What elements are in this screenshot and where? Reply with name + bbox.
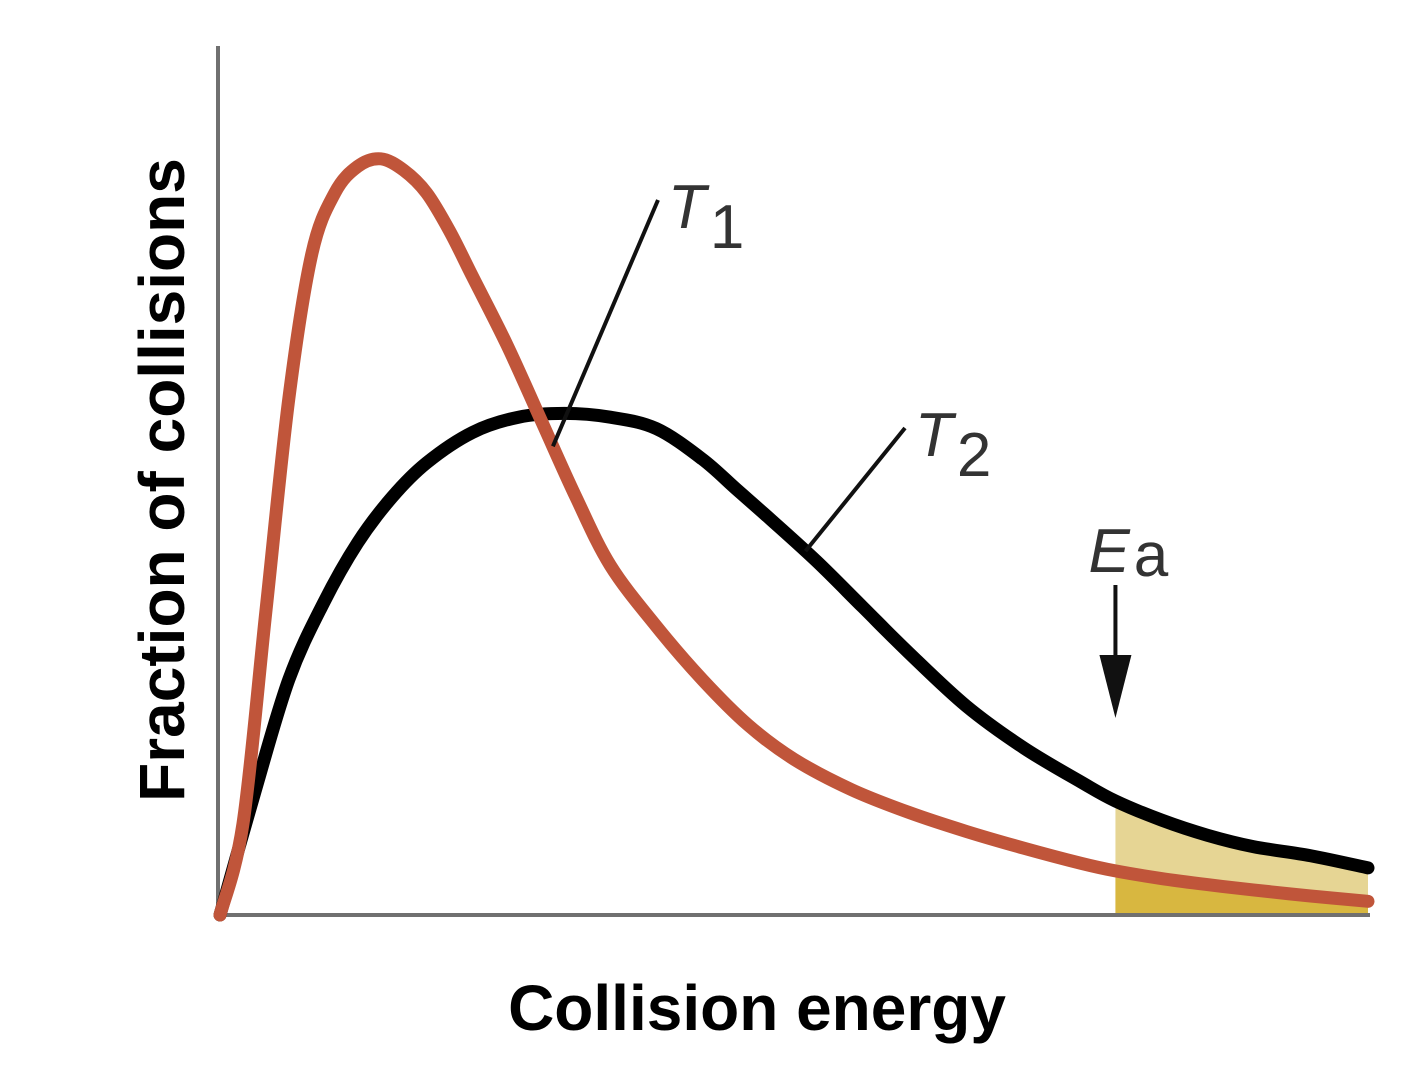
activation-energy-label: Ea xyxy=(1088,517,1168,590)
leader-line-t1 xyxy=(551,199,660,448)
series-label-t2: T2 xyxy=(915,401,991,490)
annotations: T1 T2 Ea xyxy=(551,173,1169,718)
activation-energy-arrow-head xyxy=(1099,655,1132,718)
series-line-t2 xyxy=(213,406,1375,922)
series-lines xyxy=(213,152,1375,922)
series-label-t1: T1 xyxy=(668,173,744,262)
y-axis-title: Fraction of collisions xyxy=(126,158,198,802)
x-axis-title: Collision energy xyxy=(508,972,1006,1044)
leader-line-t2 xyxy=(803,426,907,553)
series-line-t1 xyxy=(213,152,1375,922)
